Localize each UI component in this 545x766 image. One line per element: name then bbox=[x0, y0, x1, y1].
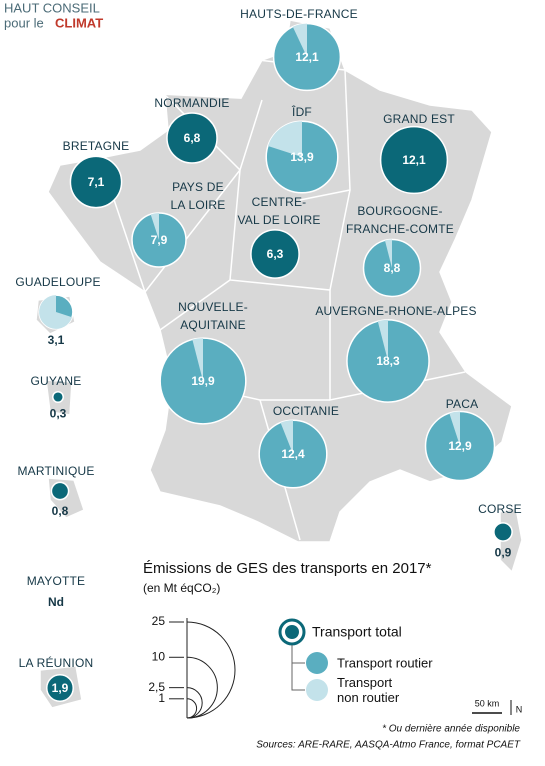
north-label: N bbox=[516, 704, 523, 714]
size-legend-label: 1 bbox=[158, 691, 165, 705]
region-name: VAL DE LOIRE bbox=[237, 213, 320, 227]
region-name: HAUTS-DE-FRANCE bbox=[240, 7, 358, 21]
legend-connector bbox=[291, 645, 305, 691]
value-label: 13,9 bbox=[290, 150, 314, 164]
logo-line2b: CLIMAT bbox=[55, 15, 103, 30]
value-label: 7,9 bbox=[151, 233, 168, 247]
region-name: GUADELOUPE bbox=[15, 275, 100, 289]
region-circle bbox=[50, 481, 70, 501]
size-legend-circle bbox=[186, 687, 203, 719]
non-road-slice bbox=[292, 23, 307, 58]
region-name: FRANCHE-COMTE bbox=[346, 222, 454, 236]
value-label: 19,9 bbox=[191, 374, 215, 388]
legend-title: Émissions de GES des transports en 2017* bbox=[143, 560, 432, 577]
non-road-slice bbox=[267, 121, 302, 157]
region-name: PACA bbox=[446, 397, 479, 411]
scale-label: 50 km bbox=[475, 698, 500, 708]
region-name: NORMANDIE bbox=[154, 96, 229, 110]
value-label: 0,3 bbox=[50, 406, 67, 420]
region-circle bbox=[166, 112, 218, 164]
value-label: 1,9 bbox=[52, 681, 69, 695]
region-name: AQUITAINE bbox=[180, 318, 246, 332]
value-label: 6,3 bbox=[267, 247, 284, 261]
value-label: 6,8 bbox=[184, 131, 201, 145]
value-label: 12,9 bbox=[448, 439, 472, 453]
value-label: 0,9 bbox=[495, 545, 512, 559]
value-label: 12,1 bbox=[402, 153, 426, 167]
region-name: MAYOTTE bbox=[27, 574, 86, 588]
legend-total-inner bbox=[285, 625, 299, 639]
note: * Ou dernière année disponible bbox=[382, 724, 520, 735]
region-name: ÎDF bbox=[291, 104, 312, 119]
region-name: CORSE bbox=[478, 502, 522, 516]
region-name: GRAND EST bbox=[383, 112, 455, 126]
region-name: LA LOIRE bbox=[171, 198, 226, 212]
non-road-slice bbox=[192, 338, 203, 381]
region-circle bbox=[51, 390, 65, 404]
size-legend-circle bbox=[186, 698, 198, 719]
region-name: BRETAGNE bbox=[63, 139, 130, 153]
region-name: GUYANE bbox=[31, 374, 82, 388]
size-legend-label: 2,5 bbox=[148, 680, 165, 694]
region-name: AUVERGNE-RHONE-ALPES bbox=[315, 304, 476, 318]
logo-line1: HAUT CONSEIL bbox=[4, 0, 100, 15]
legend-subtitle: (en Mt éqCO₂) bbox=[143, 581, 220, 595]
region-name: OCCITANIE bbox=[273, 404, 339, 418]
logo-line2a: pour le bbox=[4, 15, 44, 30]
non-road-slice bbox=[150, 213, 159, 240]
non-road-slice bbox=[280, 420, 293, 454]
size-legend-label: 25 bbox=[152, 614, 166, 628]
legend-label: Transport routier bbox=[337, 655, 433, 670]
region-circle bbox=[69, 155, 123, 209]
region-circle bbox=[250, 229, 300, 279]
non-road-slice bbox=[449, 411, 460, 446]
value-label: 12,1 bbox=[295, 50, 319, 64]
legend-label: Transport total bbox=[312, 624, 402, 640]
value-label: 18,3 bbox=[376, 354, 400, 368]
source: Sources: ARE-RARE, AASQA-Atmo France, fo… bbox=[256, 740, 521, 751]
region-circle bbox=[379, 125, 449, 195]
value-label: 3,1 bbox=[48, 333, 65, 347]
legend-nonroad bbox=[306, 679, 328, 701]
value-label: 7,1 bbox=[88, 175, 105, 189]
non-road-slice bbox=[39, 295, 73, 329]
value-label: 8,8 bbox=[384, 261, 401, 275]
region-name: BOURGOGNE- bbox=[357, 204, 442, 218]
region-name: NOUVELLE- bbox=[178, 300, 248, 314]
value-label: 12,4 bbox=[281, 447, 305, 461]
region-name: CENTRE- bbox=[252, 195, 307, 209]
size-legend-label: 10 bbox=[152, 649, 166, 663]
region-circle bbox=[46, 674, 74, 702]
region-name: MARTINIQUE bbox=[17, 464, 94, 478]
legend-road bbox=[306, 652, 328, 674]
region-name: LA RÉUNION bbox=[19, 655, 94, 670]
value-label: 0,8 bbox=[52, 504, 69, 518]
size-legend-circle bbox=[186, 621, 236, 719]
value-label: Nd bbox=[48, 595, 64, 609]
non-road-slice bbox=[384, 239, 392, 268]
legend-label: Transport non routier bbox=[337, 675, 400, 705]
size-legend-circle bbox=[186, 656, 218, 719]
region-name: PAYS DE bbox=[172, 180, 224, 194]
region-circle bbox=[493, 522, 513, 542]
non-road-slice bbox=[377, 319, 388, 361]
